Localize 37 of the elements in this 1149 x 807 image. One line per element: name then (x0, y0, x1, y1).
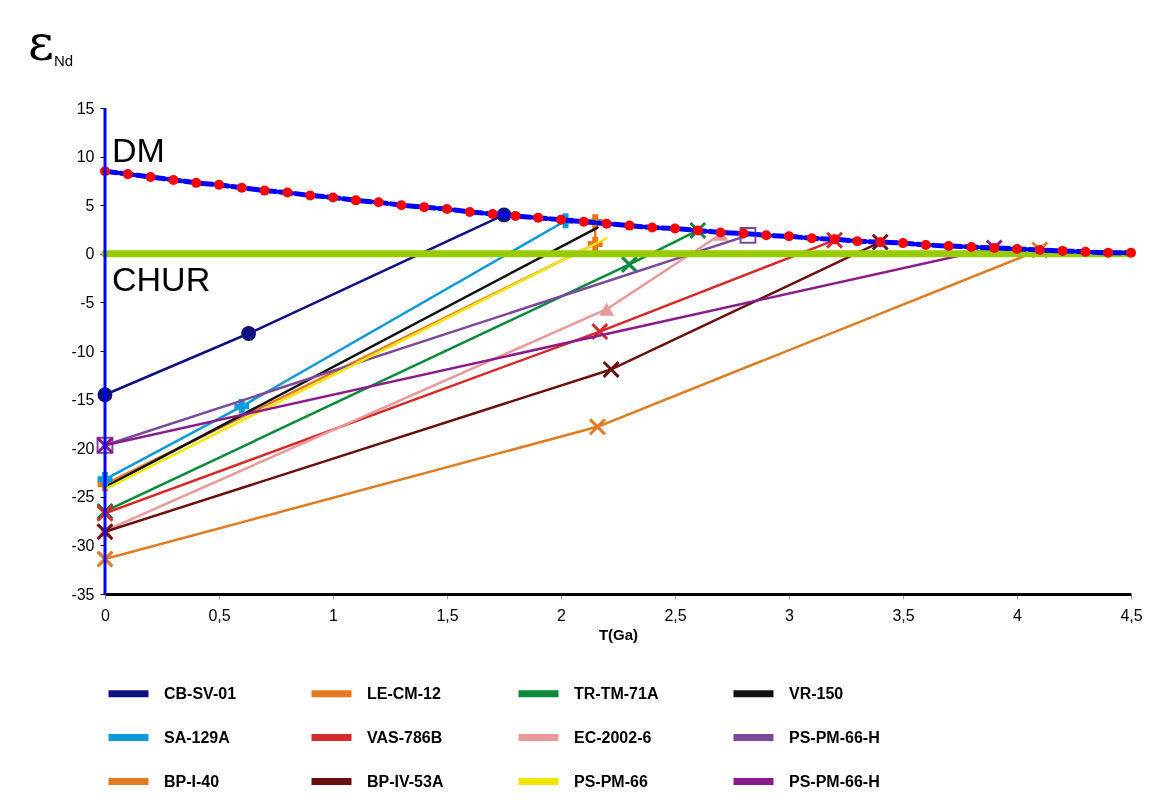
x-tick-label: 0 (101, 606, 111, 624)
y-tick-label: 15 (76, 99, 95, 117)
legend-label: PS-PM-66 (574, 772, 648, 790)
y-tick-label: 5 (85, 196, 95, 214)
x-tick-label: 2,5 (664, 606, 687, 624)
y-axis-title: ε$_{Nd}$ (28, 14, 74, 72)
legend-label: PS-PM-66-H (789, 772, 880, 790)
x-tick-label: 3,5 (892, 606, 915, 624)
y-tick-label: -20 (71, 439, 95, 457)
legend-label: PS-PM-66-H (789, 728, 880, 746)
legend-label: VR-150 (789, 684, 844, 702)
y-tick-label: -15 (71, 391, 95, 409)
y-tick-label: -5 (80, 293, 95, 311)
x-tick-label: 3 (785, 606, 795, 624)
legend-label: BP-I-40 (164, 772, 220, 790)
y-tick-label: 0 (85, 245, 95, 263)
x-tick-label: 1,5 (436, 606, 459, 624)
y-tick-label: -25 (71, 488, 95, 506)
x-tick-label: 1 (329, 606, 339, 624)
legend-label: TR-TM-71A (574, 684, 659, 702)
y-tick-label: 10 (76, 148, 95, 166)
legend-label: SA-129A (164, 728, 231, 746)
x-axis-title: T(Ga) (598, 625, 639, 643)
y-tick-label: -30 (71, 536, 95, 554)
legend-label: BP-IV-53A (367, 772, 444, 790)
legend-label: VAS-786B (367, 728, 443, 746)
legend-label: LE-CM-12 (367, 684, 441, 702)
y-tick-label: -35 (71, 585, 95, 603)
x-tick-label: 2 (557, 606, 567, 624)
annotation: CHUR (112, 260, 211, 298)
annotation: DM (112, 131, 165, 169)
x-tick-label: 4,5 (1120, 606, 1143, 624)
x-tick-label: 0,5 (208, 606, 231, 624)
legend-label: EC-2002-6 (574, 728, 652, 746)
legend-label: CB-SV-01 (164, 684, 237, 702)
y-tick-label: -10 (71, 342, 95, 360)
x-tick-label: 4 (1013, 606, 1023, 624)
